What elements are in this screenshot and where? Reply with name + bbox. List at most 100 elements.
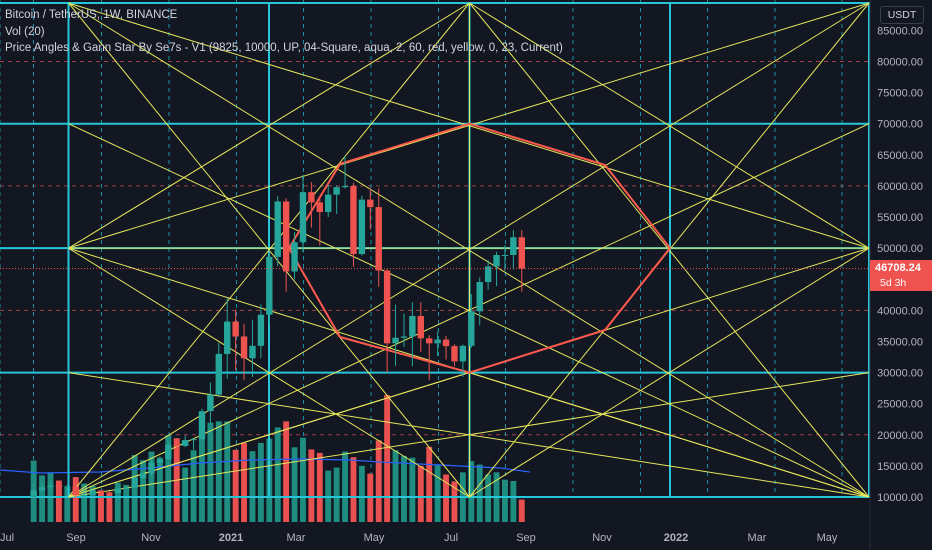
candle-body	[89, 490, 96, 495]
candle-body	[501, 254, 509, 256]
candle-body	[173, 444, 180, 446]
price-tick-label: 55000.00	[877, 212, 923, 224]
volume-bar	[308, 449, 315, 522]
price-tick-label: 60000.00	[877, 181, 923, 193]
volume-bars	[30, 395, 525, 522]
bar-countdown: 5d 3h	[880, 277, 907, 289]
gann-angle-line	[469, 247, 870, 498]
candle-body	[510, 237, 517, 255]
volume-bar	[106, 493, 113, 522]
candle-body	[476, 282, 483, 312]
volume-bar	[468, 461, 475, 522]
candle-body	[367, 199, 374, 208]
volume-bar	[215, 421, 222, 522]
candle-body	[392, 337, 399, 344]
volume-bar	[283, 421, 290, 522]
price-tick-label: 35000.00	[877, 336, 923, 348]
volume-bar	[81, 483, 88, 522]
volume-bar	[199, 435, 205, 522]
symbol-title[interactable]: Bitcoin / TetherUS, 1W, BINANCE	[5, 9, 178, 21]
gann-angle-line	[68, 372, 470, 498]
volume-bar	[64, 487, 71, 522]
candle-body	[181, 440, 189, 446]
time-tick-label: Nov	[141, 532, 161, 544]
candle-body	[198, 411, 206, 440]
time-tick-label: 2021	[219, 532, 243, 544]
time-tick-label: Sep	[516, 532, 536, 544]
time-tick-label: 2022	[664, 532, 688, 544]
volume-bar	[274, 427, 281, 522]
volume-moving-average	[0, 458, 531, 474]
current-price-value: 46708.24	[875, 262, 921, 274]
candle-body	[207, 394, 214, 412]
time-tick-label: Jul	[0, 532, 14, 544]
price-tick-label: 30000.00	[877, 368, 923, 380]
volume-bar	[342, 451, 348, 522]
candle-body	[30, 490, 37, 498]
candle-body	[434, 339, 441, 344]
candle-body	[383, 270, 391, 344]
volume-bar	[190, 450, 197, 522]
time-axis-labels: Jul Sep Nov 2021 Mar May Jul Sep Nov 2022 Mar May	[0, 532, 838, 544]
candle-body	[358, 199, 366, 255]
gann-angle-line	[68, 2, 870, 498]
price-tick-label: 85000.00	[877, 25, 923, 37]
volume-indicator-label[interactable]: Vol (20)	[5, 25, 45, 38]
current-price-tag: 46708.24 5d 3h	[870, 260, 932, 291]
candle-body	[55, 485, 63, 487]
candle-body	[266, 256, 273, 315]
volume-bar	[451, 481, 458, 522]
candle-body	[426, 338, 433, 344]
volume-bar	[249, 451, 256, 522]
candle-body	[38, 487, 46, 491]
volume-bar	[300, 437, 306, 522]
price-candles	[30, 155, 525, 498]
candle-body	[484, 266, 492, 283]
candle-body	[224, 321, 231, 354]
volume-bar	[123, 484, 130, 522]
candle-body	[409, 315, 416, 337]
volume-bar	[72, 477, 79, 522]
candle-body	[139, 473, 147, 479]
volume-bar	[182, 467, 189, 522]
volume-bar	[485, 474, 492, 522]
candle-body	[106, 492, 113, 494]
volume-bar	[358, 465, 365, 522]
candle-body	[80, 494, 88, 496]
volume-bar	[257, 442, 264, 522]
volume-bar	[55, 480, 62, 522]
candle-body	[341, 185, 349, 188]
price-tick-label: 70000.00	[877, 119, 923, 131]
candle-body	[232, 321, 239, 337]
candle-body	[123, 487, 130, 489]
volume-bar	[392, 450, 399, 522]
candle-body	[240, 336, 248, 359]
candle-body	[257, 314, 265, 346]
volume-bar	[426, 446, 433, 522]
candle-body	[97, 490, 105, 493]
gann-indicator-label[interactable]: Price Angles & Gann Star By Se7s - V1 (9…	[5, 42, 563, 54]
volume-bar	[98, 490, 104, 522]
candle-body	[451, 346, 458, 362]
gann-angle-line	[469, 2, 870, 249]
volume-bar	[39, 475, 46, 522]
candle-body	[156, 459, 164, 463]
volume-bar	[241, 442, 248, 522]
candle-body	[148, 462, 155, 474]
volume-ma-line	[0, 458, 531, 474]
gann-angle-line	[68, 247, 470, 498]
gann-angle-line	[469, 372, 870, 498]
candle-body	[493, 254, 500, 267]
candle-body	[308, 192, 315, 203]
gann-angle-line	[68, 2, 470, 249]
gann-angle-line	[68, 2, 870, 249]
volume-bar	[232, 449, 239, 522]
currency-unit-badge[interactable]: USDT	[880, 6, 924, 24]
time-tick-label: May	[817, 532, 838, 544]
candle-body	[417, 315, 424, 339]
gann-angle-line	[68, 372, 870, 498]
candle-body	[47, 485, 54, 488]
price-tick-label: 75000.00	[877, 88, 923, 100]
gann-star-outline	[287, 122, 672, 374]
